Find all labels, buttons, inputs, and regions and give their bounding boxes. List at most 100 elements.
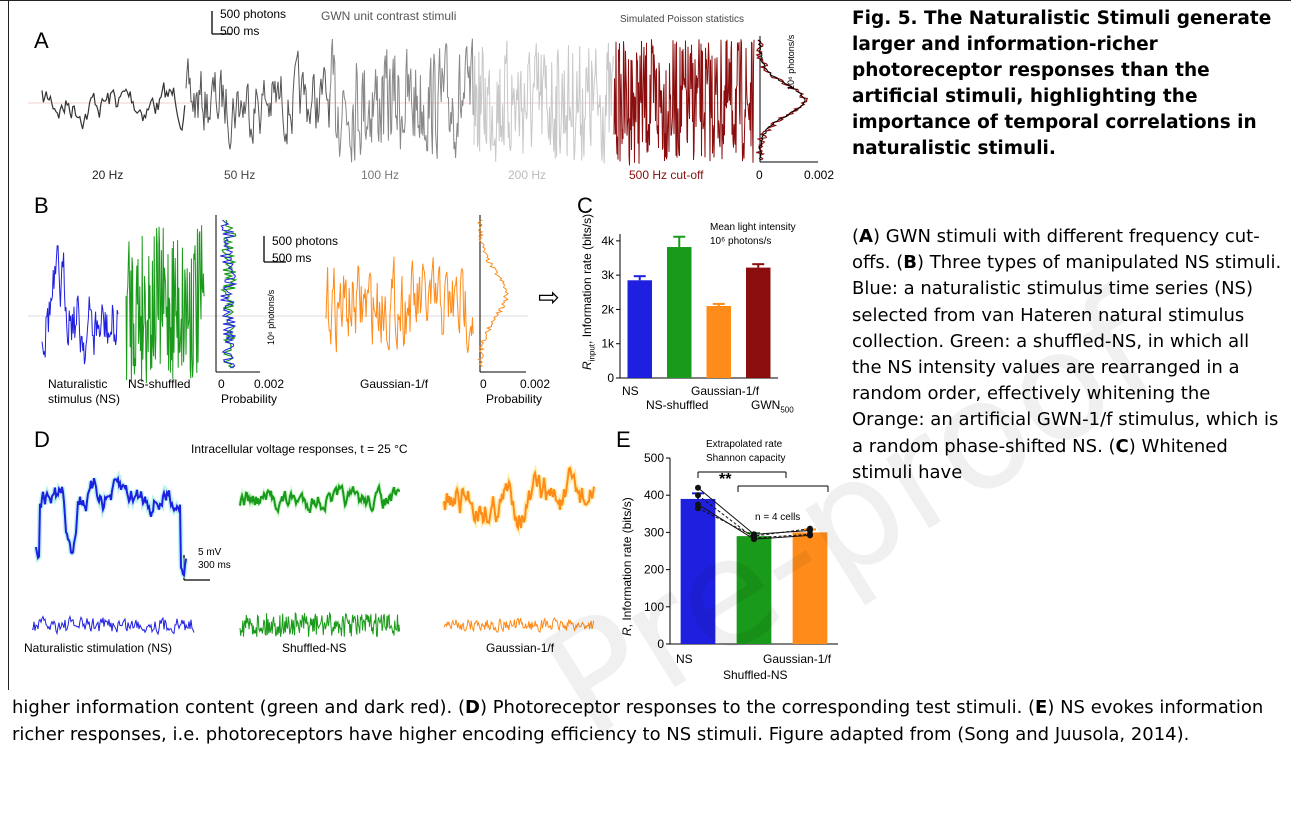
c-ylabel: Rinput, Information rate (bits/s) [580, 213, 597, 370]
e-legend-1: Extrapolated rate [706, 439, 783, 450]
e-cat-3: Gaussian-1/f [763, 652, 832, 666]
top-rule [0, 0, 1291, 1]
figure-svg: 0 1k 2k 3k 4k 0 100 200 300 400 500 [28, 11, 838, 651]
b-prob-label-1: Probability [221, 392, 278, 406]
a-freq-200: 200 Hz [508, 168, 547, 182]
a-hist-black [757, 39, 806, 161]
a-trace-200hz [473, 40, 614, 164]
figure-left-rule [8, 0, 9, 690]
caption-tail-1: higher information content (green and da… [12, 697, 465, 718]
a-trace-50hz [185, 50, 331, 150]
panel-label-c: C [577, 193, 593, 218]
a-scale-ms: 500 ms [220, 24, 260, 38]
c-bar-0 [627, 280, 652, 378]
b-prob-x0-2: 0 [480, 377, 487, 391]
panel-label-d: D [34, 427, 50, 452]
e-bar-0 [680, 498, 716, 644]
a-freq-100: 100 Hz [361, 168, 400, 182]
caption-a-text: GWN stimuli with different frequency cut… [852, 226, 1260, 274]
e-cell-3-pt-2 [807, 525, 813, 532]
caption-letter-c: C [1115, 435, 1129, 457]
e-cat-2: Shuffled-NS [723, 668, 788, 682]
d-shuffled-stim [239, 611, 401, 638]
e-n-label: n = 4 cells [755, 512, 801, 523]
caption-tail: higher information content (green and da… [12, 694, 1287, 748]
d-ns-trace [35, 475, 187, 578]
e-sig-stars: ** [719, 471, 732, 488]
b-ns-label-2: stimulus (NS) [48, 392, 121, 406]
e-bar-1 [736, 536, 772, 644]
a-freq-50: 50 Hz [224, 168, 256, 182]
c-ytick-label-3: 3k [601, 268, 615, 282]
b-scale-photons: 500 photons [272, 234, 339, 248]
a-freq-500: 500 Hz cut-off [629, 168, 704, 182]
a-hist-x1: 0.002 [804, 168, 835, 182]
b-arrow-icon: ⇨ [538, 283, 560, 313]
d-scale-mv: 5 mV [198, 547, 222, 558]
a-trace-20hz [41, 82, 186, 132]
d-gauss-stim [443, 617, 595, 634]
a-freq-20: 20 Hz [92, 168, 124, 182]
caption-letter-d: D [465, 697, 480, 718]
b-prob-label-2: Probability [486, 392, 543, 406]
b-shuffled-label: NS-shuffled [128, 377, 191, 391]
d-title: Intracellular voltage responses, t = 25 … [191, 442, 408, 456]
c-legend-2: 10⁶ photons/s [710, 236, 772, 247]
a-hist-ylabel: 10⁶ photons/s [786, 34, 796, 90]
panel-label-a: A [34, 28, 49, 53]
c-cat-2: NS-shuffled [646, 398, 709, 412]
c-bar-1 [667, 247, 692, 378]
b-trace-gauss [325, 256, 474, 353]
a-trace-500hz [613, 39, 755, 166]
a-trace-100hz [329, 38, 474, 163]
b-gauss-label: Gaussian-1/f [360, 377, 429, 391]
d-gauss-trace [443, 466, 595, 532]
e-bar-2 [792, 532, 828, 644]
e-ylabel: R, Information rate (bits/s) [620, 497, 634, 636]
c-cat-4: GWN500 [751, 398, 794, 415]
c-bar-3 [746, 267, 771, 378]
a-sim-title: Simulated Poisson statistics [620, 14, 744, 25]
c-ytick-label-1: 1k [601, 337, 615, 351]
d-gauss-label: Gaussian-1/f [486, 641, 555, 655]
b-hist-ylabel: 10⁶ photons/s [266, 289, 276, 345]
caption-d-text: ) Photoreceptor responses to the corresp… [479, 697, 1036, 718]
d-shuffled-label: Shuffled-NS [282, 641, 347, 655]
c-cat-1: NS [622, 384, 639, 398]
caption-c-text: Whitened stimuli have [852, 435, 1228, 483]
b-trace-ns [41, 245, 119, 365]
b-hist-blue [220, 219, 238, 369]
c-cat-3: Gaussian-1/f [691, 384, 760, 398]
c-ytick-label-4: 4k [601, 234, 615, 248]
e-ytick-label-2: 200 [644, 563, 664, 577]
b-trace-shuffled [125, 225, 205, 384]
c-ytick-label-0: 0 [607, 371, 614, 385]
e-ytick-label-1: 100 [644, 600, 664, 614]
caption-body: (A) GWN stimuli with different frequency… [852, 226, 1282, 483]
d-shuffled-trace [239, 482, 400, 515]
caption-b-text: Three types of manipulated NS stimuli. B… [852, 252, 1282, 457]
d-ns-label: Naturalistic stimulation (NS) [24, 641, 173, 655]
e-cell-2-pt-2 [807, 532, 813, 539]
a-title: GWN unit contrast stimuli [321, 9, 457, 23]
d-ns-stim [31, 614, 195, 636]
panel-label-e: E [616, 427, 631, 452]
a-hist-x0: 0 [756, 168, 763, 182]
e-legend-2: Shannon capacity [706, 453, 786, 464]
e-cat-1: NS [676, 652, 693, 666]
c-ytick-label-2: 2k [601, 302, 615, 316]
e-ytick-label-3: 300 [644, 525, 664, 539]
figure-5: 0 1k 2k 3k 4k 0 100 200 300 400 500 A 500 photons … [8, 0, 844, 690]
b-ns-label-1: Naturalistic [48, 377, 108, 391]
b-scale-ms: 500 ms [272, 251, 312, 265]
b-prob-x0: 0 [218, 377, 225, 391]
caption-heading: Fig. 5. The Naturalistic Stimuli generat… [852, 8, 1272, 159]
c-legend-1: Mean light intensity [710, 222, 796, 233]
b-hist-orange [477, 219, 510, 368]
e-ytick-label-5: 500 [644, 451, 664, 465]
caption-letter-b: B [903, 252, 917, 274]
b-prob-x1-2: 0.002 [520, 377, 551, 391]
b-prob-x1: 0.002 [254, 377, 285, 391]
panel-label-b: B [34, 193, 49, 218]
e-cell-line-3 [697, 507, 811, 537]
